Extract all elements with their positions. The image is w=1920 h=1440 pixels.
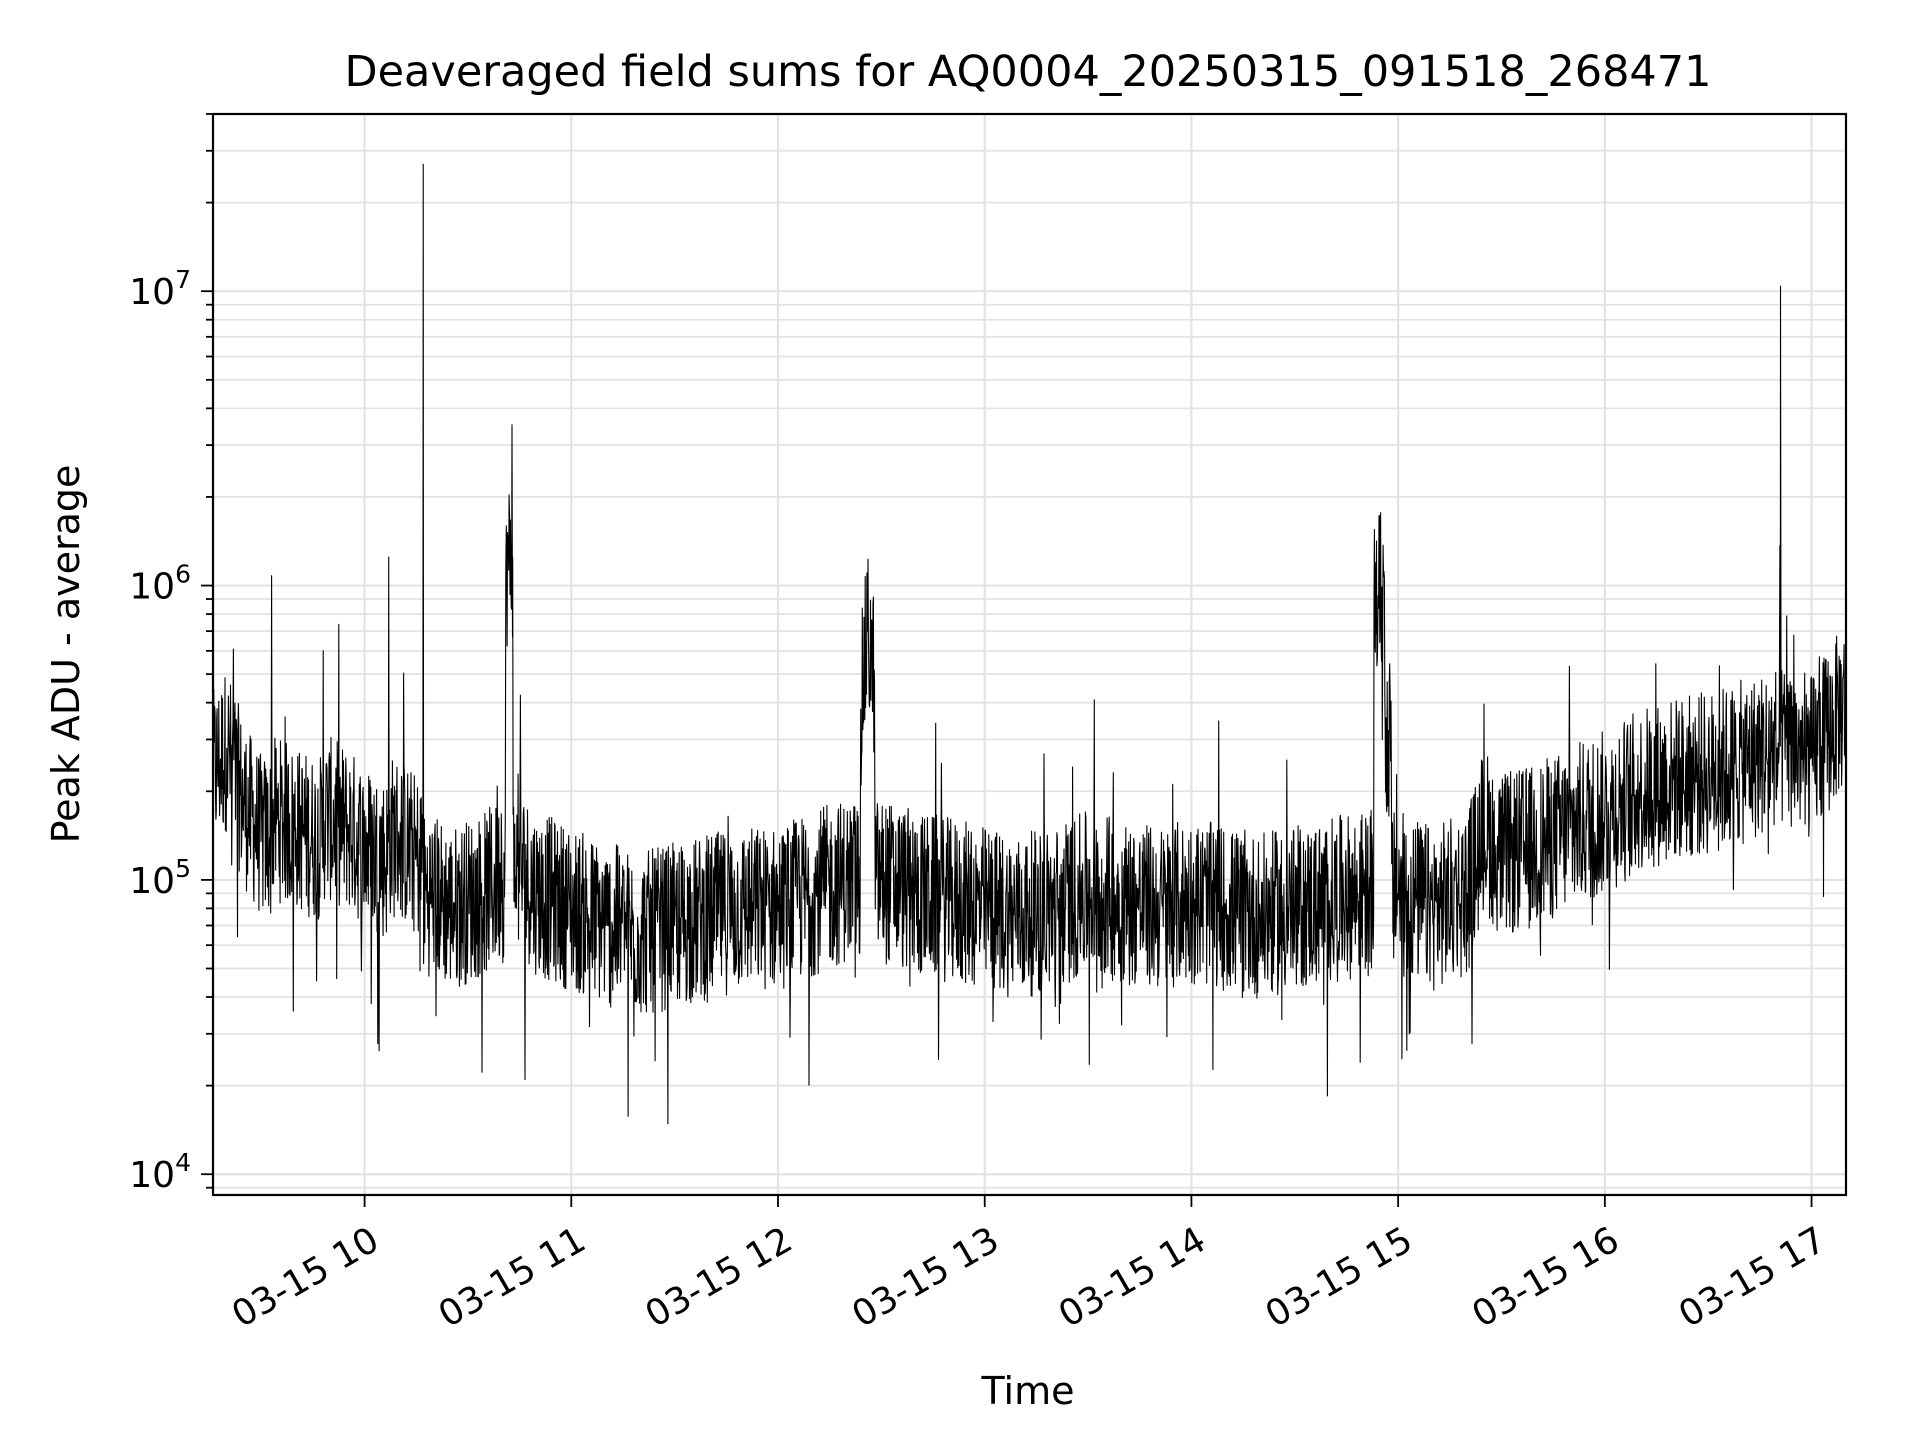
y-tick-label: 107 [129,265,191,313]
chart-title: Deaveraged field sums for AQ0004_2025031… [344,47,1711,97]
plot-frame [211,112,1848,1197]
series-line [213,163,1846,1125]
y-tick-label: 104 [129,1148,191,1196]
x-axis-label: Time [981,1369,1075,1413]
y-tick-label: 105 [129,854,191,902]
y-axis: 104 105 106 107 [129,113,213,1196]
plot-area [213,163,1846,1125]
y-axis-label: Peak ADU - average [44,465,88,844]
y-tick-label: 106 [129,560,191,608]
grid [213,113,1846,1195]
